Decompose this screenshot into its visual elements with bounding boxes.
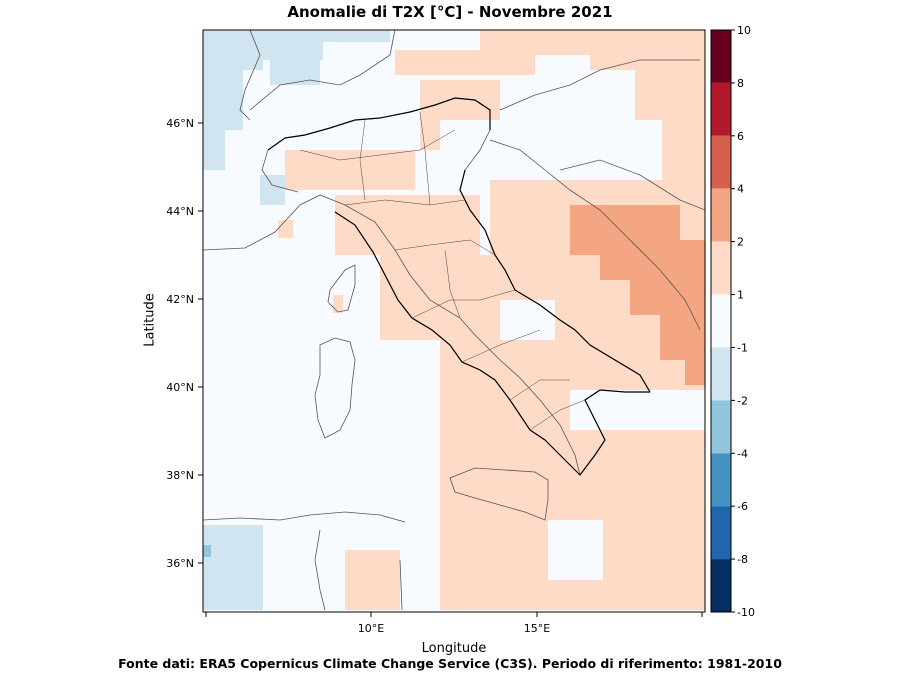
data-source: Fonte dati: ERA5 Copernicus Climate Chan… [118,656,782,671]
colorbar-label: 10 [737,24,751,37]
y-tick-36: 36°N [166,557,194,570]
y-tick-38: 38°N [166,469,194,482]
colorbar-segment [711,506,731,560]
colorbar-frame [710,29,732,613]
colorbar-label: 6 [737,130,744,143]
chart-title: Anomalie di T2X [°C] - Novembre 2021 [287,3,613,21]
regional-borders [299,111,586,431]
x-tick-10e: 10°E [358,622,384,635]
colorbar [710,29,732,613]
plot-frame [202,29,706,613]
y-tick-marks [198,122,203,564]
colorbar-label: 1 [737,289,744,302]
x-tick-15e: 15°E [524,622,550,635]
colorbar-label: -10 [737,606,755,619]
x-axis-label: Longitude [421,641,487,656]
colorbar-label: -2 [737,394,748,407]
anomaly-below-2 [203,545,211,557]
colorbar-segment [711,347,731,401]
colorbar-labels: 10 8 6 4 2 1 -1 -2 -4 -6 -8 -10 [731,24,755,619]
y-tick-46: 46°N [166,117,194,130]
colorbar-label: 4 [737,183,744,196]
colorbar-segment [711,241,731,295]
colorbar-label: -4 [737,447,748,460]
anomaly-strong [570,205,705,385]
y-tick-40: 40°N [166,381,194,394]
colorbar-segment [711,188,731,242]
anomaly-neutral-patches [440,70,635,580]
y-axis-label: Latitude [142,293,158,347]
colorbar-label: -6 [737,500,748,513]
x-tick-labels: 10°E 15°E [358,622,550,635]
colorbar-label: 2 [737,236,744,249]
colorbar-segment [711,30,731,83]
x-tick-marks [205,612,703,617]
colorbar-label: -8 [737,553,748,566]
colorbar-segment [711,453,731,507]
colorbar-segment [711,400,731,454]
anomaly-below [203,30,390,610]
colorbar-label: -1 [737,341,748,354]
colorbar-segment [711,294,731,348]
y-tick-44: 44°N [166,205,194,218]
anomaly-field [203,30,705,611]
colorbar-segment [711,82,731,136]
colorbar-label: 8 [737,77,744,90]
y-tick-42: 42°N [166,293,194,306]
colorbar-segment [711,559,731,612]
y-tick-labels: 46°N 44°N 42°N 40°N 38°N 36°N [166,117,194,570]
colorbar-segment [711,135,731,189]
